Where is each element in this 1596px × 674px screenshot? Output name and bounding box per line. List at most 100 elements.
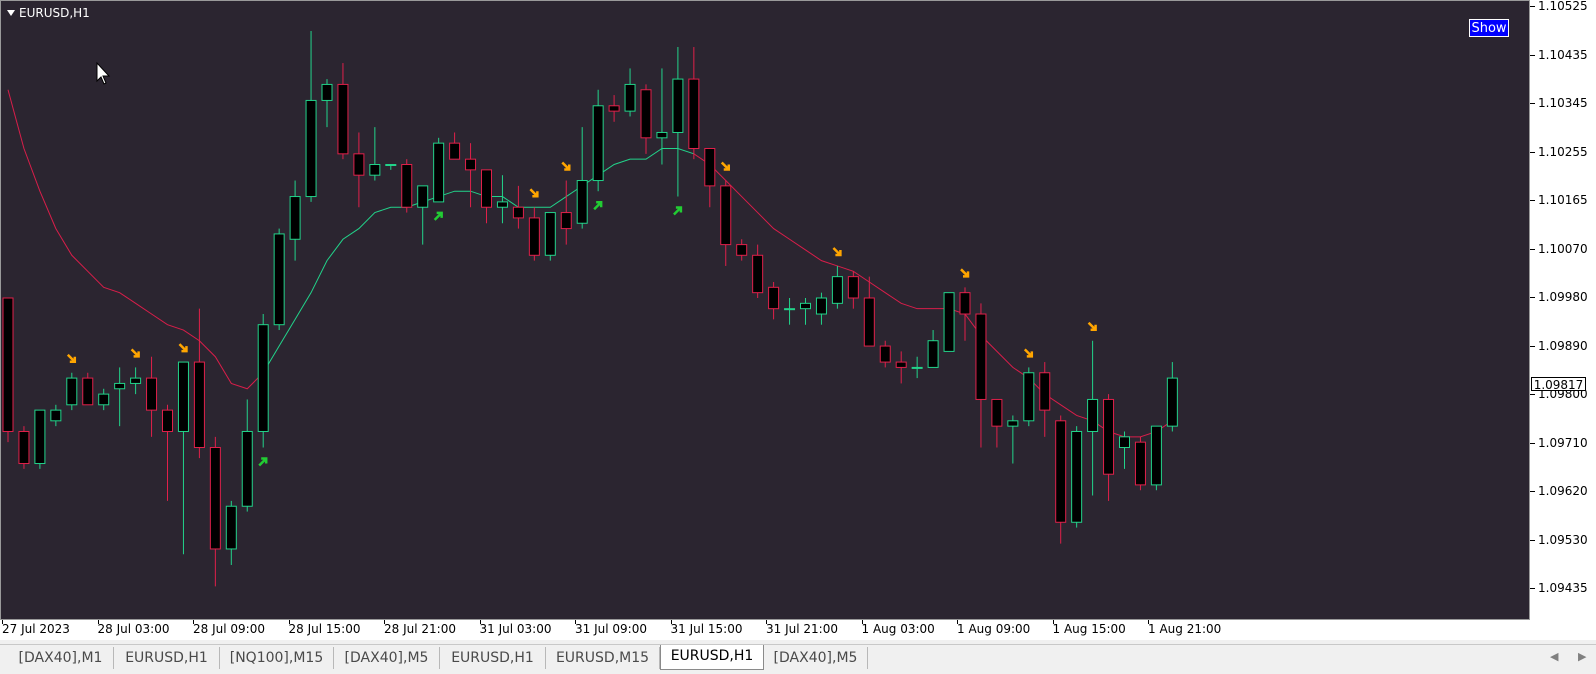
time-tick [288, 620, 290, 624]
candle [433, 137, 445, 203]
candle [768, 281, 780, 320]
time-label: 31 Jul 21:00 [766, 622, 838, 636]
candle-body [560, 212, 572, 230]
signals-layer [66, 161, 1097, 467]
time-tick [1052, 620, 1054, 624]
sell-arrow-icon [1087, 321, 1097, 331]
moving-average-line [693, 153, 1173, 438]
candle [241, 399, 253, 512]
time-tick [479, 620, 481, 624]
candle [1166, 362, 1178, 432]
candle [209, 436, 221, 587]
price-label: 1.10435 [1538, 47, 1588, 62]
sell-arrow-icon [561, 161, 571, 171]
price-tick [1530, 442, 1535, 444]
sell-arrow-icon [130, 348, 140, 358]
candle [34, 409, 46, 469]
candle [481, 169, 492, 224]
candle-body [82, 377, 94, 406]
candle [130, 367, 142, 395]
candle [943, 292, 955, 352]
price-tick [1530, 248, 1535, 250]
candle [1039, 362, 1051, 437]
candle-body [528, 217, 540, 256]
price-tick [1530, 297, 1535, 298]
candle [911, 356, 923, 379]
tab-chart[interactable]: [DAX40],M5 [764, 647, 868, 669]
candle-body [2, 297, 14, 432]
candle [449, 132, 461, 160]
tab-chart[interactable]: EURUSD,H1 [114, 647, 220, 669]
tab-chart[interactable]: [DAX40],M1 [8, 647, 114, 669]
show-button[interactable]: Show [1469, 19, 1509, 37]
price-tick [1530, 345, 1535, 347]
candlestick-chart[interactable] [1, 1, 1529, 619]
arrow-left-icon[interactable]: ◀ [1550, 650, 1559, 663]
plot-area[interactable]: EURUSD,H1 Show [0, 0, 1530, 620]
candle-body [991, 398, 1003, 427]
sell-arrow-icon [832, 247, 842, 257]
candle-body [736, 244, 748, 256]
candle-body [146, 377, 158, 411]
time-tick [1148, 620, 1149, 624]
candle-body [496, 201, 508, 208]
price-label: 1.10070 [1538, 241, 1588, 256]
candle-body [385, 164, 397, 167]
candle-body [1007, 420, 1019, 427]
tab-chart[interactable]: EURUSD,H1 [660, 645, 764, 670]
candle [640, 84, 652, 154]
price-label: 1.09710 [1538, 435, 1588, 450]
price-tick [1530, 54, 1535, 56]
time-tick [957, 620, 958, 624]
candle [544, 212, 556, 261]
moving-average-line [262, 147, 695, 374]
candle-body [114, 382, 126, 390]
candles-layer [2, 31, 1178, 587]
candle-body [847, 276, 859, 299]
dropdown-triangle-icon[interactable] [7, 10, 15, 16]
price-tick [1530, 200, 1535, 201]
candle [1071, 426, 1083, 528]
tab-chart[interactable]: [DAX40],M5 [334, 647, 440, 669]
chart-window[interactable]: EURUSD,H1 Show 1.10525 1.10435 1.10345 1.10… [0, 0, 1596, 640]
price-tick [1530, 103, 1535, 104]
candle [18, 426, 30, 469]
candle [177, 361, 189, 555]
candle-body [1071, 430, 1083, 523]
tab-chart[interactable]: [NQ100],M15 [220, 647, 334, 669]
candle-body [576, 180, 588, 224]
candle [369, 127, 381, 181]
tab-chart[interactable]: EURUSD,M15 [546, 647, 660, 669]
candle [496, 175, 508, 224]
candle [273, 228, 285, 331]
mouse-cursor-icon [96, 61, 111, 85]
candle-body [640, 89, 652, 139]
current-price-marker: 1.09817 [1531, 377, 1586, 392]
candle-body [66, 377, 78, 406]
candle-body [720, 185, 732, 246]
symbol-label[interactable]: EURUSD,H1 [7, 6, 90, 20]
candle-body [289, 196, 301, 240]
buy-arrow-icon [593, 200, 603, 211]
candle [656, 68, 668, 165]
candle [624, 68, 636, 117]
price-tick [1530, 588, 1535, 589]
time-label: 28 Jul 03:00 [97, 622, 170, 636]
candle [1055, 415, 1067, 544]
candle-body [353, 153, 365, 176]
candle-body [1023, 372, 1035, 422]
time-label: 28 Jul 15:00 [288, 622, 361, 636]
candle [991, 398, 1003, 448]
candle-body [321, 83, 333, 101]
time-label: 31 Jul 15:00 [670, 622, 743, 636]
candle [1119, 431, 1130, 469]
tab-chart[interactable]: EURUSD,H1 [440, 647, 546, 669]
arrow-right-icon[interactable]: ▶ [1578, 650, 1587, 663]
sell-arrow-icon [66, 353, 77, 364]
time-label: 28 Jul 21:00 [384, 622, 456, 636]
candle-body [624, 83, 636, 112]
candle-body [608, 105, 620, 112]
price-label: 1.09530 [1538, 532, 1588, 547]
candle [512, 185, 524, 229]
candle-body [417, 185, 429, 208]
